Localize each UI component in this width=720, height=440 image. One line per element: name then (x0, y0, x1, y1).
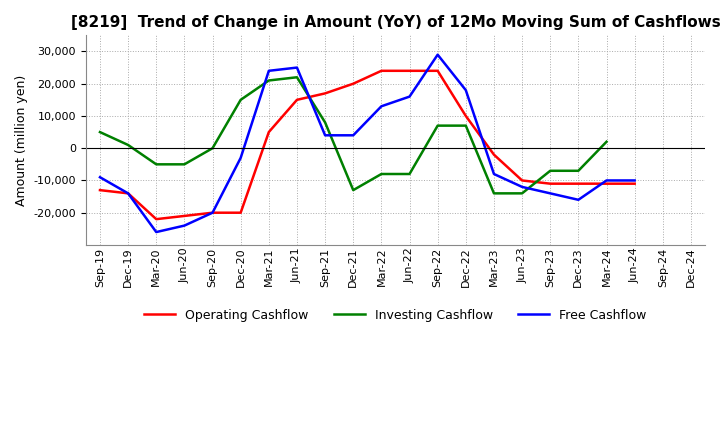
Operating Cashflow (518, 178, 526, 183)
Legend: Operating Cashflow, Investing Cashflow, Free Cashflow: Operating Cashflow, Investing Cashflow, … (139, 304, 652, 327)
Free Cashflow (152, 229, 161, 235)
Free Cashflow (433, 52, 442, 57)
Operating Cashflow (321, 91, 330, 96)
Operating Cashflow (292, 97, 301, 103)
Free Cashflow (292, 65, 301, 70)
Operating Cashflow (124, 191, 132, 196)
Operating Cashflow (264, 129, 273, 135)
Free Cashflow (490, 171, 498, 176)
Line: Operating Cashflow: Operating Cashflow (100, 71, 634, 219)
Free Cashflow (236, 155, 245, 161)
Investing Cashflow (152, 161, 161, 167)
Free Cashflow (96, 175, 104, 180)
Operating Cashflow (208, 210, 217, 215)
Line: Free Cashflow: Free Cashflow (100, 55, 634, 232)
Investing Cashflow (462, 123, 470, 128)
Operating Cashflow (152, 216, 161, 222)
Free Cashflow (208, 210, 217, 215)
Title: [8219]  Trend of Change in Amount (YoY) of 12Mo Moving Sum of Cashflows: [8219] Trend of Change in Amount (YoY) o… (71, 15, 720, 30)
Investing Cashflow (180, 161, 189, 167)
Free Cashflow (124, 191, 132, 196)
Operating Cashflow (433, 68, 442, 73)
Investing Cashflow (264, 78, 273, 83)
Free Cashflow (405, 94, 414, 99)
Operating Cashflow (236, 210, 245, 215)
Operating Cashflow (349, 81, 358, 86)
Investing Cashflow (574, 168, 582, 173)
Free Cashflow (264, 68, 273, 73)
Investing Cashflow (433, 123, 442, 128)
Operating Cashflow (377, 68, 386, 73)
Operating Cashflow (490, 152, 498, 157)
Free Cashflow (462, 88, 470, 93)
Operating Cashflow (546, 181, 554, 186)
Free Cashflow (349, 133, 358, 138)
Free Cashflow (602, 178, 611, 183)
Operating Cashflow (405, 68, 414, 73)
Operating Cashflow (462, 114, 470, 119)
Investing Cashflow (96, 129, 104, 135)
Investing Cashflow (602, 139, 611, 144)
Investing Cashflow (208, 146, 217, 151)
Investing Cashflow (490, 191, 498, 196)
Line: Investing Cashflow: Investing Cashflow (100, 77, 606, 193)
Investing Cashflow (292, 75, 301, 80)
Investing Cashflow (546, 168, 554, 173)
Free Cashflow (180, 223, 189, 228)
Investing Cashflow (349, 187, 358, 193)
Investing Cashflow (124, 143, 132, 148)
Investing Cashflow (377, 171, 386, 176)
Investing Cashflow (236, 97, 245, 103)
Free Cashflow (630, 178, 639, 183)
Free Cashflow (321, 133, 330, 138)
Operating Cashflow (574, 181, 582, 186)
Free Cashflow (518, 184, 526, 190)
Operating Cashflow (96, 187, 104, 193)
Y-axis label: Amount (million yen): Amount (million yen) (15, 74, 28, 206)
Free Cashflow (546, 191, 554, 196)
Investing Cashflow (321, 120, 330, 125)
Operating Cashflow (180, 213, 189, 219)
Investing Cashflow (518, 191, 526, 196)
Investing Cashflow (405, 171, 414, 176)
Operating Cashflow (602, 181, 611, 186)
Free Cashflow (377, 104, 386, 109)
Free Cashflow (574, 197, 582, 202)
Operating Cashflow (630, 181, 639, 186)
